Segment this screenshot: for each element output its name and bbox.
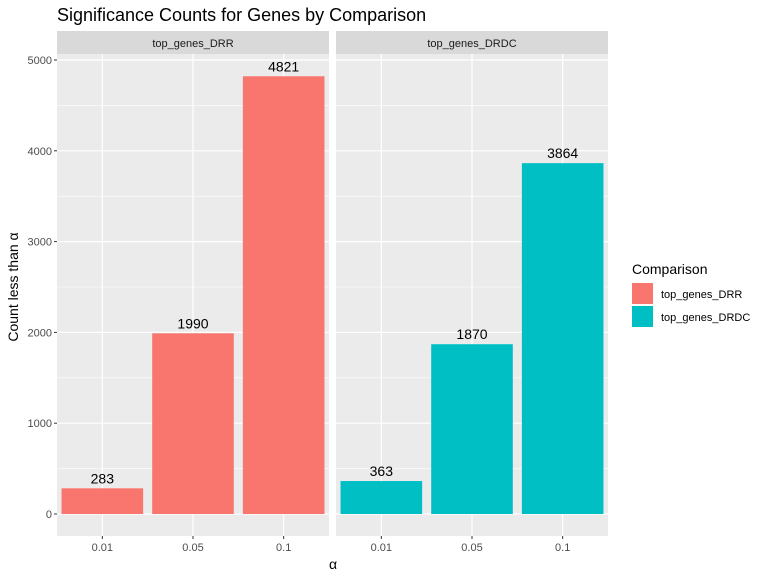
chart-title: Significance Counts for Genes by Compari… xyxy=(57,5,426,25)
bar-data-label: 4821 xyxy=(268,58,299,74)
bar xyxy=(431,344,513,514)
legend-label: top_genes_DRDC xyxy=(661,312,750,324)
facets: top_genes_DRR 283 1990 4821 top_genes_DRDC 36… xyxy=(57,31,608,536)
bar-data-label: 283 xyxy=(91,470,115,486)
x-axis: 0.01 0.05 0.1 0.01 0.05 0.1 xyxy=(92,536,570,554)
bar xyxy=(521,163,604,514)
y-tick-label: 4000 xyxy=(28,146,52,158)
y-axis: 0 1000 2000 3000 4000 5000 xyxy=(28,55,57,521)
facet-strip-label: top_genes_DRR xyxy=(152,38,233,50)
x-tick-label: 0.05 xyxy=(461,542,482,554)
facet-strip xyxy=(336,31,608,54)
y-axis-title: Count less than α xyxy=(5,232,21,341)
legend-label: top_genes_DRR xyxy=(661,289,742,301)
facet-panel: top_genes_DRR 283 1990 4821 xyxy=(57,31,329,536)
legend: Comparison top_genes_DRR top_genes_DRDC xyxy=(632,261,750,327)
bar xyxy=(152,333,234,514)
x-tick-label: 0.1 xyxy=(276,542,291,554)
x-tick-label: 0.01 xyxy=(92,542,113,554)
bar xyxy=(340,481,423,514)
bar xyxy=(61,488,144,514)
bar-data-label: 1870 xyxy=(456,326,487,342)
y-tick-label: 1000 xyxy=(28,418,52,430)
x-axis-title: α xyxy=(329,556,337,572)
bar xyxy=(242,76,325,514)
facet-strip-label: top_genes_DRDC xyxy=(427,38,516,50)
bar-data-label: 3864 xyxy=(547,145,578,161)
bar-data-label: 363 xyxy=(370,463,394,479)
bar-data-label: 1990 xyxy=(177,315,208,331)
x-tick-label: 0.01 xyxy=(371,542,392,554)
y-tick-label: 3000 xyxy=(28,237,52,249)
y-tick-label: 0 xyxy=(46,509,52,521)
x-tick-label: 0.05 xyxy=(182,542,203,554)
x-tick-label: 0.1 xyxy=(555,542,570,554)
y-tick-label: 5000 xyxy=(28,55,52,67)
facet-panel: top_genes_DRDC 363 1870 3864 xyxy=(336,31,608,536)
legend-key xyxy=(632,283,653,304)
legend-key xyxy=(632,306,653,327)
y-tick-label: 2000 xyxy=(28,327,52,339)
facet-strip xyxy=(57,31,329,54)
legend-title: Comparison xyxy=(632,261,707,277)
